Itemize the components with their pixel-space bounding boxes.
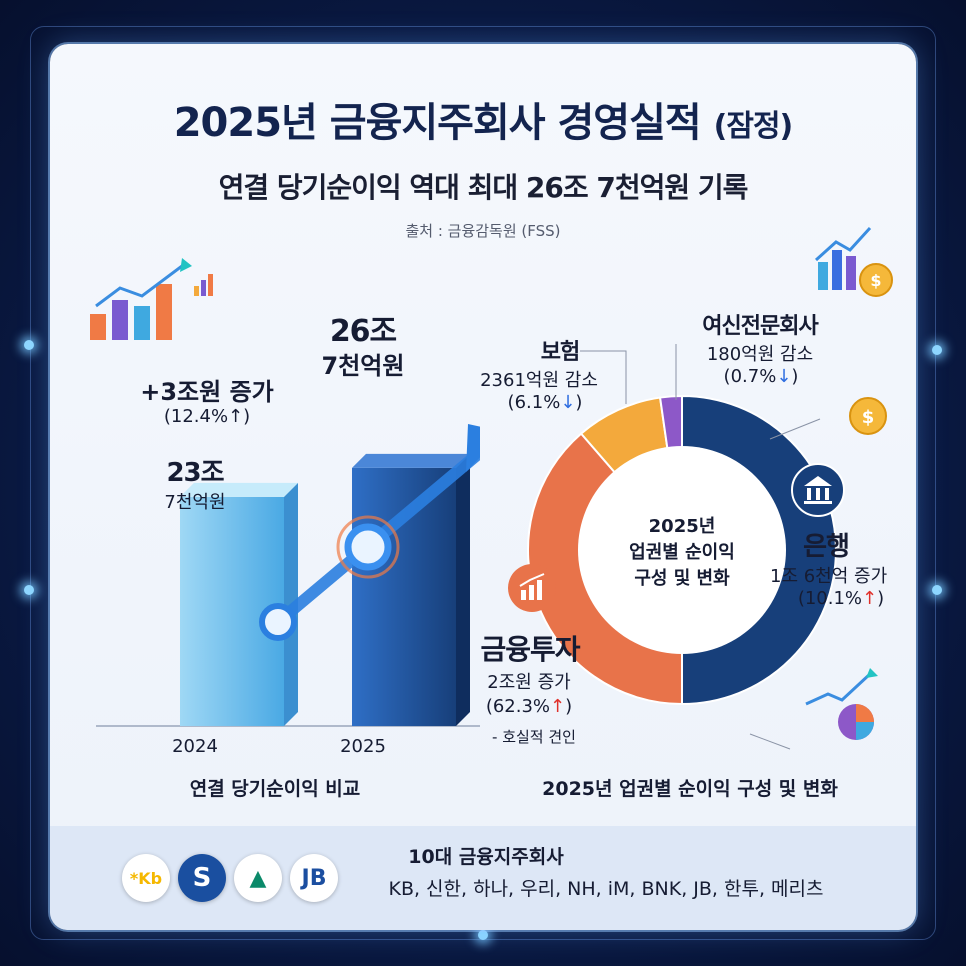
sector-pct-bank: (10.1%↑) bbox=[797, 588, 885, 609]
growth-arrow bbox=[259, 424, 480, 641]
bar-value-2025-line1: 26조 bbox=[329, 314, 397, 349]
chart-growth-icon bbox=[90, 258, 213, 340]
glow-dot bbox=[932, 585, 942, 595]
bar-top-2025 bbox=[352, 453, 470, 468]
shinhan-logo: S bbox=[178, 854, 226, 902]
down-arrow-icon: ↓ bbox=[776, 366, 792, 387]
footer-band: *Kb S ▲ JB 10대 금융지주회사 KB, 신한, 하나, 우리, NH… bbox=[50, 826, 916, 930]
bar-value-2024-line2: 7천억원 bbox=[164, 492, 226, 513]
sector-note-invest: - 호실적 견인 bbox=[492, 728, 576, 746]
up-arrow-icon: ↑ bbox=[550, 696, 566, 717]
infographic-card: 2025년 금융지주회사 경영실적 (잠정) 연결 당기순이익 역대 최대 26… bbox=[50, 44, 916, 930]
jb-logo: JB bbox=[290, 854, 338, 902]
source-text: 출처 : 금융감독원 (FSS) bbox=[405, 222, 561, 240]
hana-logo: ▲ bbox=[234, 854, 282, 902]
svg-text:$: $ bbox=[862, 407, 875, 428]
page-title: 2025년 금융지주회사 경영실적 (잠정) bbox=[173, 100, 794, 146]
sector-pct-invest: (62.3%↑) bbox=[485, 696, 573, 717]
page-subtitle: 연결 당기순이익 역대 최대 26조 7천억원 기록 bbox=[218, 171, 749, 204]
sector-change-invest: 2조원 증가 bbox=[487, 672, 571, 693]
sector-change-bank: 1조 6천억 증가 bbox=[770, 566, 888, 587]
sector-label-card: 여신전문회사 bbox=[702, 314, 818, 339]
glow-dot bbox=[478, 930, 488, 940]
coin-icon: $ bbox=[849, 397, 887, 435]
glow-dot bbox=[24, 340, 34, 350]
bar-value-2025-line2: 7천억원 bbox=[321, 352, 405, 380]
net-income-bar-chart bbox=[96, 424, 480, 727]
bar-category-2024: 2024 bbox=[172, 736, 218, 757]
down-arrow-icon: ↓ bbox=[560, 392, 576, 413]
leader-lines bbox=[580, 344, 821, 750]
bar-change-pct: (12.4%↑) bbox=[163, 406, 251, 427]
investment-chart-icon bbox=[508, 564, 556, 612]
donut-center-label: 2025년 업권별 순이익 구성 및 변화 bbox=[629, 516, 735, 589]
up-arrow-icon: ↑ bbox=[862, 588, 878, 609]
footer-heading: 10대 금융지주회사 bbox=[408, 846, 564, 868]
footer-company-list: KB, 신한, 하나, 우리, NH, iM, BNK, JB, 한투, 메리츠 bbox=[388, 878, 824, 900]
kb-logo: *Kb bbox=[122, 854, 170, 902]
bar-chart-title: 연결 당기순이익 비교 bbox=[189, 778, 361, 800]
sector-label-insurance: 보험 bbox=[540, 340, 580, 365]
bar-side-2025 bbox=[456, 453, 470, 726]
sector-pct-card: (0.7%↓) bbox=[723, 366, 799, 387]
sector-change-insurance: 2361억원 감소 bbox=[480, 370, 598, 391]
bar-value-2024-line1: 23조 bbox=[166, 458, 224, 488]
bar-category-2025: 2025 bbox=[340, 736, 386, 757]
donut-chart-title: 2025년 업권별 순이익 구성 및 변화 bbox=[542, 778, 838, 800]
bar-top-2024 bbox=[180, 482, 298, 497]
glow-dot bbox=[24, 585, 34, 595]
sector-pct-insurance: (6.1%↓) bbox=[507, 392, 583, 413]
sector-label-invest: 금융투자 bbox=[480, 633, 580, 666]
bar-change-label: +3조원 증가 bbox=[140, 378, 274, 406]
bank-icon bbox=[791, 463, 845, 517]
svg-text:$: $ bbox=[870, 271, 881, 290]
sector-label-bank: 은행 bbox=[803, 532, 850, 562]
glow-dot bbox=[932, 345, 942, 355]
chart-coin-icon: $ bbox=[814, 226, 893, 297]
sector-change-card: 180억원 감소 bbox=[706, 344, 814, 365]
pie-trend-icon bbox=[805, 668, 878, 740]
